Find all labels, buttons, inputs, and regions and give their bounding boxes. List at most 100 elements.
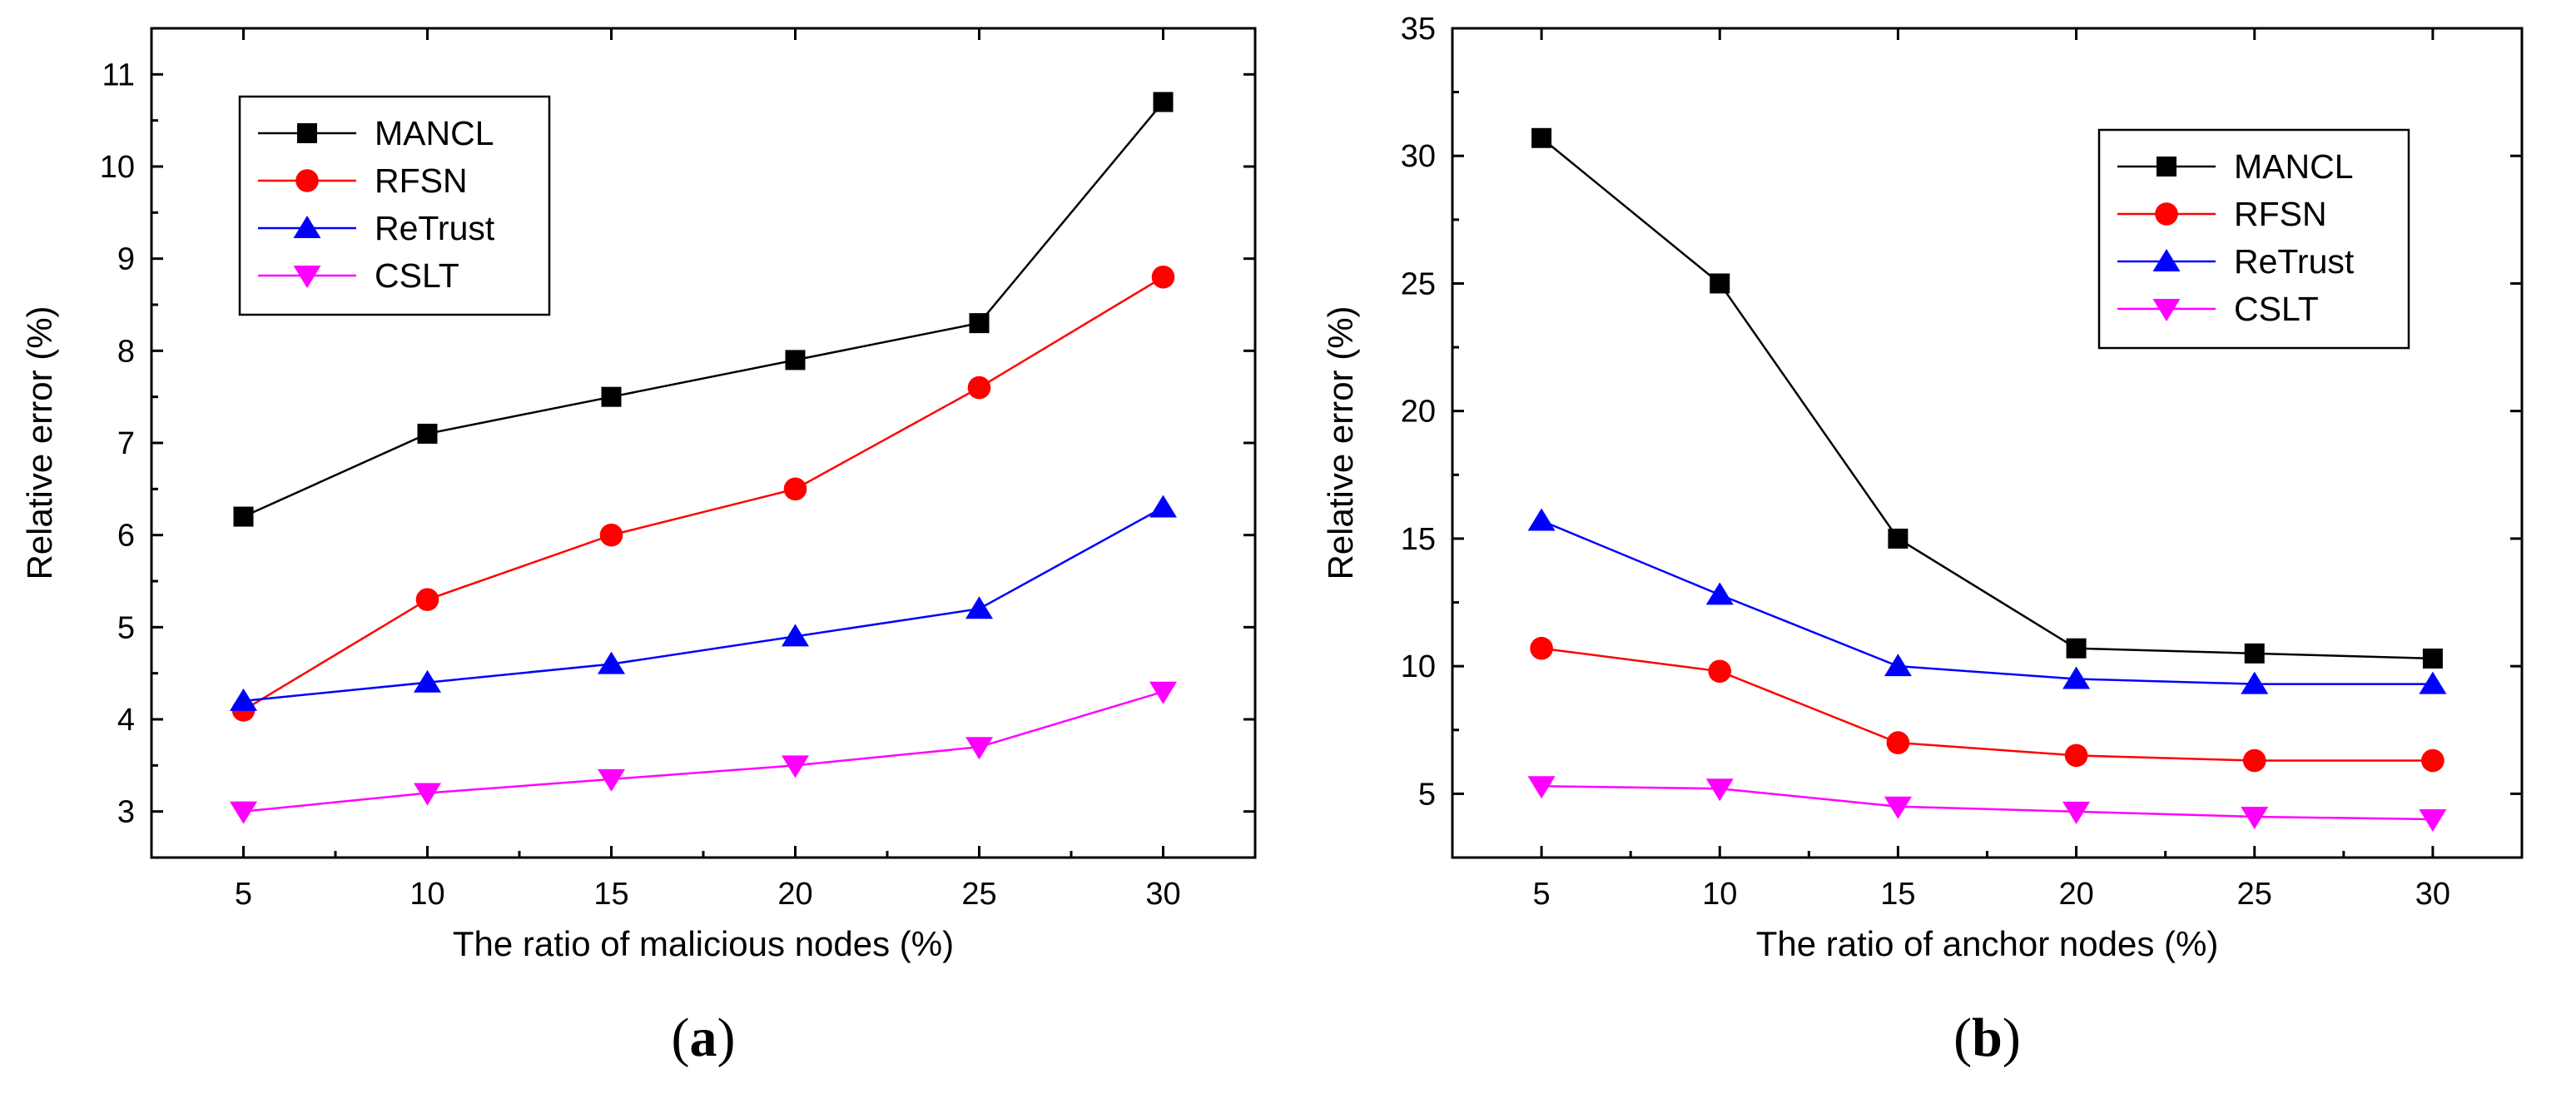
legend-marker-mancl [297,123,317,143]
series-line-retrust [1541,520,2433,685]
y-tick-label: 8 [117,334,135,369]
chart-panel-b: 5 10 15 20 25 30 5 10 15 20 25 30 35 The ratio of anc… [1321,12,2524,1068]
data-point-cslt [2062,801,2091,824]
legend: MANCL RFSN ReTrust CSLT [2097,128,2410,350]
data-point-retrust [965,596,993,619]
y-tick-label: 20 [1401,395,1436,430]
data-point-cslt [1705,778,1734,802]
data-point-retrust [2241,671,2269,694]
data-point-rfsn [967,375,991,400]
x-tick-label: 30 [1145,877,1180,912]
x-tick-label: 30 [2415,877,2450,912]
x-axis-title: The ratio of malicious nodes (%) [453,924,954,963]
series-line-mancl [1541,137,2433,660]
y-axis-title: Relative error (%) [1321,306,1360,579]
x-axis-title: The ratio of anchor nodes (%) [1756,924,2219,963]
y-tick-label: 15 [1401,522,1436,557]
legend-marker-cslt [293,266,321,288]
data-point-mancl [2066,638,2087,659]
legend-label-mancl: MANCL [375,114,494,152]
legend-label-cslt: CSLT [375,256,459,295]
series-line-retrust [243,506,1164,703]
y-tick-label: 5 [117,610,135,645]
data-point-retrust [1527,508,1556,531]
series-line-rfsn [1541,647,2433,762]
data-point-cslt [1149,681,1177,704]
legend-marker-mancl [2157,157,2176,177]
x-tick-label: 10 [409,877,444,912]
legend-marker-rfsn [2155,202,2178,226]
data-point-mancl [1153,92,1174,112]
y-tick-label: 4 [117,703,135,738]
series-line-mancl [242,101,1164,518]
data-point-mancl [1531,127,1552,148]
data-point-mancl [785,350,806,370]
data-point-mancl [601,386,622,407]
y-tick-label: 30 [1401,139,1436,174]
data-point-rfsn [2064,743,2088,768]
x-tick-label: 20 [2058,877,2093,912]
y-tick-label: 10 [100,150,135,185]
data-point-rfsn [1530,636,1553,660]
legend-label-retrust: ReTrust [2234,242,2355,281]
data-point-cslt [1884,796,1912,819]
series-line-rfsn [242,276,1164,712]
x-tick-label: 10 [1702,877,1737,912]
legend-label-cslt: CSLT [2234,290,2319,328]
legend-marker-retrust [293,216,321,238]
data-point-cslt [414,783,441,806]
panel-label: (a) [672,1007,736,1068]
data-point-mancl [417,423,438,444]
data-point-rfsn [2242,748,2266,773]
y-tick-label: 7 [117,426,135,461]
x-tick-label: 5 [1533,877,1551,912]
legend-label-mancl: MANCL [2234,147,2354,186]
data-point-rfsn [2421,748,2444,773]
chart-panel-a: 5 10 15 20 25 30 3 4 5 6 7 8 9 10 11 The ratio of malic… [20,27,1257,1068]
data-point-cslt [782,755,809,778]
data-point-mancl [1888,528,1908,549]
y-tick-label: 3 [117,795,135,830]
legend: MANCL RFSN ReTrust CSLT [238,95,551,316]
data-point-mancl [1710,273,1730,294]
legend-marker-cslt [2152,299,2181,321]
y-axis-title: Relative error (%) [20,306,59,579]
x-tick-label: 25 [2237,877,2272,912]
y-tick-label: 11 [102,57,135,92]
y-tick-label: 25 [1401,266,1436,301]
data-point-rfsn [415,588,439,611]
legend-marker-rfsn [295,169,319,192]
data-point-retrust [598,651,625,674]
data-point-retrust [2062,666,2091,689]
data-point-retrust [1149,495,1177,518]
data-point-retrust [414,669,441,693]
y-tick-label: 10 [1401,649,1436,684]
series-line-cslt [243,690,1164,813]
data-point-rfsn [1708,659,1732,684]
data-point-mancl [969,313,990,334]
data-point-mancl [233,506,254,527]
data-point-retrust [782,624,809,647]
panel-label: (b) [1953,1007,2021,1068]
data-point-retrust [1884,654,1912,677]
data-point-mancl [2422,648,2443,669]
legend-label-rfsn: RFSN [375,162,468,200]
data-point-rfsn [599,523,623,547]
data-point-rfsn [783,477,807,501]
data-point-rfsn [1886,731,1910,754]
data-point-cslt [598,768,625,792]
data-point-cslt [1527,776,1556,799]
series-line-cslt [1541,784,2433,821]
y-tick-label: 35 [1401,12,1436,47]
x-tick-label: 15 [593,877,628,912]
data-point-cslt [230,801,257,824]
data-point-cslt [2419,809,2447,833]
y-tick-label: 5 [1418,777,1436,812]
legend-label-retrust: ReTrust [375,209,495,247]
legend-label-rfsn: RFSN [2234,195,2327,233]
y-tick-label: 9 [117,242,135,277]
x-tick-label: 25 [961,877,996,912]
data-point-cslt [2241,806,2269,829]
data-point-retrust [1705,582,1734,605]
